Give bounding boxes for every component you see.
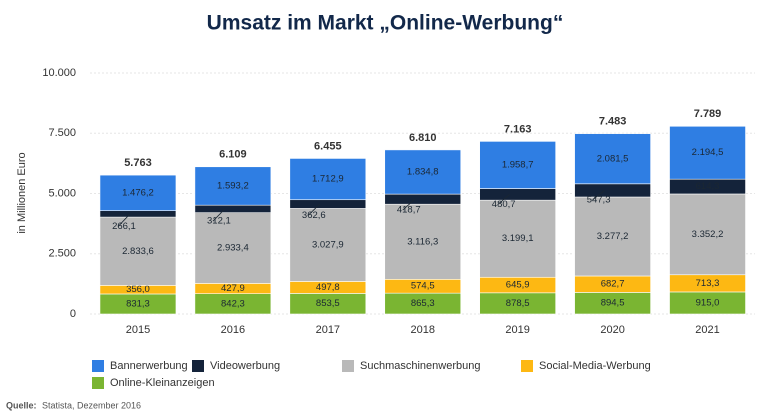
chart-title: Umsatz im Markt „Online-Werbung“ bbox=[207, 12, 564, 35]
leader-line bbox=[117, 213, 131, 227]
leader-line bbox=[402, 198, 416, 211]
data-label: 713,3 bbox=[696, 278, 720, 289]
x-tick-label: 2017 bbox=[316, 324, 340, 336]
data-label: 831,3 bbox=[126, 298, 150, 309]
x-tick-label: 2015 bbox=[126, 324, 150, 336]
data-label: 853,5 bbox=[316, 298, 340, 309]
x-tick-label: 2019 bbox=[505, 324, 529, 336]
bar-segment bbox=[194, 166, 272, 206]
data-label: 480,7 bbox=[492, 199, 516, 210]
legend-label: Suchmaschinenwerbung bbox=[360, 360, 480, 372]
legend-swatch bbox=[92, 360, 104, 372]
total-label: 6.109 bbox=[219, 149, 247, 161]
total-label: 7.163 bbox=[504, 123, 532, 135]
y-tick-label: 5.000 bbox=[48, 187, 76, 199]
bar-segment bbox=[384, 149, 462, 195]
data-label: 3.027,9 bbox=[312, 239, 344, 250]
data-label: 2.194,5 bbox=[692, 147, 724, 158]
bar-segment bbox=[289, 158, 367, 201]
data-label: 312,1 bbox=[207, 216, 231, 227]
bar-segment bbox=[479, 141, 556, 189]
source: Statista, Dezember 2016 bbox=[42, 400, 141, 410]
leader-line bbox=[212, 208, 226, 222]
data-label: 3.116,3 bbox=[407, 236, 438, 247]
data-label: 2.833,6 bbox=[122, 246, 154, 257]
data-label: 915,0 bbox=[696, 297, 720, 308]
data-label: 266,1 bbox=[112, 221, 136, 232]
legend-label: Social-Media-Werbung bbox=[539, 360, 651, 372]
data-label: 2.933,4 bbox=[217, 243, 249, 254]
total-label: 7.483 bbox=[599, 116, 627, 128]
data-label: 427,9 bbox=[221, 283, 245, 294]
data-label: 682,7 bbox=[601, 279, 625, 290]
data-label: 3.199,1 bbox=[502, 233, 534, 244]
data-label: 418,7 bbox=[397, 205, 421, 216]
data-label: 356,0 bbox=[126, 284, 150, 295]
leader-line bbox=[307, 203, 321, 217]
legend-swatch bbox=[192, 360, 204, 372]
legend-swatch bbox=[521, 360, 533, 372]
data-label: 865,3 bbox=[411, 298, 435, 309]
data-label: 3.277,2 bbox=[597, 231, 629, 242]
legend-swatch bbox=[92, 377, 104, 389]
total-label: 6.455 bbox=[314, 140, 342, 152]
bar-segment bbox=[384, 193, 462, 205]
data-label: 362,6 bbox=[302, 210, 326, 221]
legend-label: Online-Kleinanzeigen bbox=[110, 377, 215, 389]
leader-line bbox=[497, 194, 510, 205]
data-label: 1.834,8 bbox=[407, 167, 439, 178]
legend-swatch bbox=[342, 360, 354, 372]
data-label: 574,5 bbox=[411, 281, 435, 292]
bar-segment bbox=[194, 204, 272, 213]
data-label: 2.081,5 bbox=[597, 153, 629, 164]
data-label: 842,3 bbox=[221, 298, 245, 309]
y-tick-label: 2.500 bbox=[48, 248, 76, 260]
data-label: 3.352,2 bbox=[692, 229, 724, 240]
data-label: 1.958,7 bbox=[502, 159, 534, 170]
bar-segment bbox=[669, 125, 746, 180]
bar-segment bbox=[574, 133, 651, 185]
legend-label: Videowerbung bbox=[210, 360, 280, 372]
y-tick-label: 0 bbox=[70, 308, 76, 320]
bar-segment bbox=[384, 203, 462, 280]
source-label: Quelle: bbox=[6, 400, 37, 410]
total-label: 7.789 bbox=[694, 108, 722, 120]
data-label: 878,5 bbox=[506, 298, 530, 309]
leader-line bbox=[592, 190, 605, 201]
total-label: 5.763 bbox=[124, 157, 152, 169]
data-label: 497,8 bbox=[316, 282, 340, 293]
y-axis-label: in Millionen Euro bbox=[16, 152, 28, 233]
x-tick-label: 2016 bbox=[221, 324, 245, 336]
bar-segment bbox=[99, 210, 177, 218]
bar-segment bbox=[669, 193, 746, 276]
data-label: 1.476,2 bbox=[122, 187, 154, 198]
x-tick-label: 2018 bbox=[411, 324, 435, 336]
y-tick-label: 10.000 bbox=[42, 67, 76, 79]
data-label: 1.712,9 bbox=[312, 174, 344, 185]
bar-segment bbox=[289, 199, 367, 209]
x-tick-label: 2021 bbox=[695, 324, 719, 336]
total-label: 6.810 bbox=[409, 132, 437, 144]
data-label: 547,3 bbox=[587, 194, 611, 205]
data-label: 894,5 bbox=[601, 298, 625, 309]
legend-label: Bannerwerbung bbox=[110, 360, 188, 372]
bar-segment bbox=[99, 174, 177, 211]
data-label: 614,3 bbox=[696, 181, 720, 192]
data-label: 645,9 bbox=[506, 280, 530, 291]
x-tick-label: 2020 bbox=[600, 324, 624, 336]
y-tick-label: 7.500 bbox=[48, 127, 76, 139]
data-label: 1.593,2 bbox=[217, 180, 249, 191]
